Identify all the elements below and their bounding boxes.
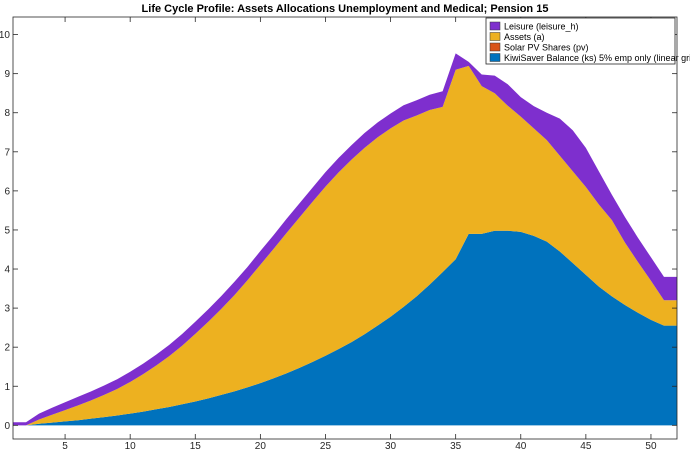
legend: Leisure (leisure_h)Assets (a)Solar PV Sh…: [485, 17, 690, 65]
legend-label: Leisure (leisure_h): [504, 22, 579, 32]
legend-box: [485, 17, 676, 65]
legend-label: Assets (a): [504, 32, 545, 42]
y-tick-label: 5: [4, 225, 10, 236]
legend-swatch: [489, 42, 501, 52]
y-tick-label: 8: [4, 108, 10, 119]
y-tick-label: 7: [4, 147, 10, 158]
x-tick-label: 5: [62, 441, 68, 450]
y-tick-label: 0: [4, 421, 10, 432]
x-tick-label: 20: [255, 441, 267, 450]
x-tick-label: 50: [645, 441, 657, 450]
legend-swatch: [489, 32, 501, 41]
x-tick-label: 30: [385, 441, 397, 450]
legend-label: KiwiSaver Balance (ks) 5% emp only (line…: [504, 53, 690, 63]
x-tick-label: 40: [515, 441, 527, 450]
x-tick-label: 25: [320, 441, 332, 450]
y-tick-label: 3: [4, 304, 10, 315]
y-tick-label: 4: [4, 265, 10, 276]
legend-swatch: [489, 53, 501, 62]
y-tick-label: 9: [4, 69, 10, 80]
y-tick-label: 2: [4, 343, 10, 354]
y-tick-label: 6: [4, 186, 10, 197]
x-tick-label: 10: [125, 441, 137, 450]
axes-box: [12, 16, 678, 440]
area-series-0: [13, 230, 677, 426]
x-tick-label: 15: [190, 441, 202, 450]
y-axis: 0 1 2 3 4 5 6 7 8 9 10: [0, 30, 677, 432]
legend-label: Solar PV Shares (pv): [504, 43, 589, 53]
y-tick-label: 1: [4, 382, 10, 393]
x-tick-label: 45: [580, 441, 592, 450]
x-tick-label: 35: [450, 441, 462, 450]
plot-areas: [13, 53, 677, 426]
chart-title: Life Cycle Profile: Assets Allocations U…: [142, 3, 549, 15]
legend-swatch: [489, 21, 501, 31]
area-series-2: [13, 65, 677, 426]
y-tick-label: 10: [0, 30, 10, 41]
